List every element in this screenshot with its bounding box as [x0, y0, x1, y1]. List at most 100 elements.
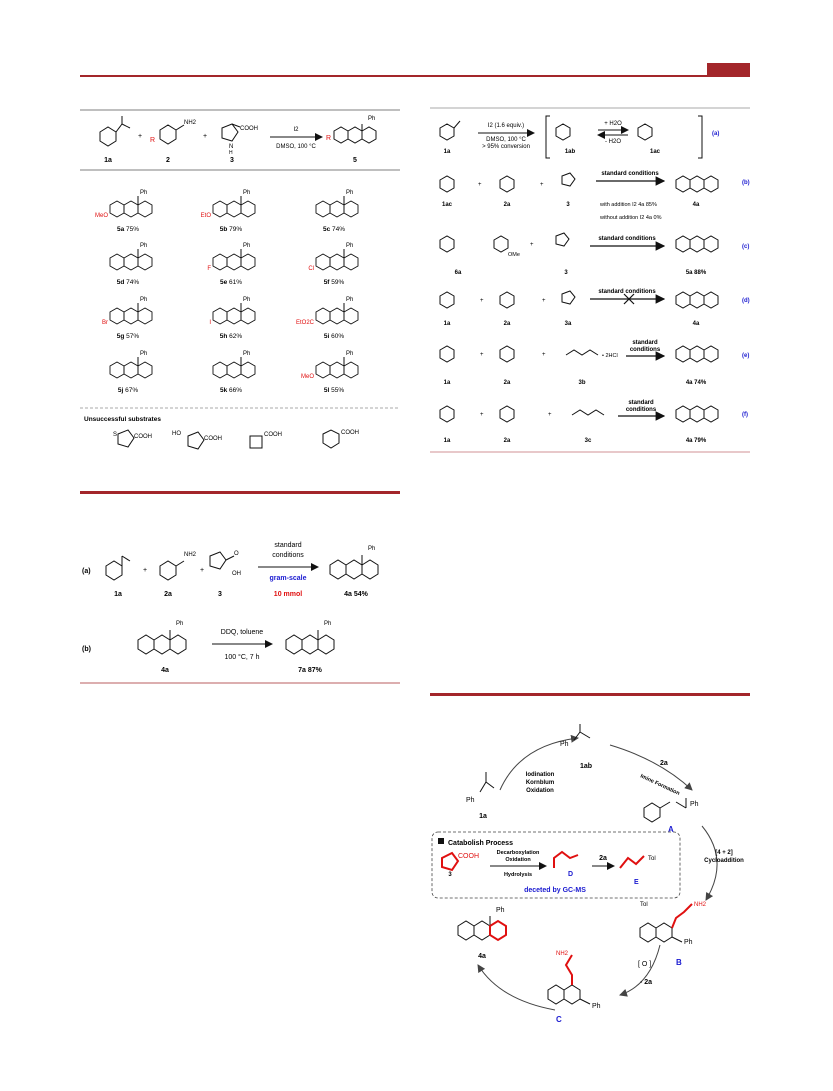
- plus: +: [138, 133, 142, 140]
- label-3: 3: [230, 157, 234, 164]
- svg-text:Ph: Ph: [560, 741, 569, 748]
- ring: [226, 253, 242, 271]
- substituent: MeO: [95, 213, 108, 219]
- svg-text:(a): (a): [712, 131, 719, 137]
- svg-text:without addition I2 4a 0%: without addition I2 4a 0%: [599, 215, 662, 221]
- svg-text:Iodination: Iodination: [526, 772, 555, 778]
- reagent-i2: I2: [293, 127, 299, 133]
- ring: [109, 200, 125, 218]
- svg-text:• 2HCl: • 2HCl: [602, 353, 618, 359]
- svg-text:Oxidation: Oxidation: [526, 788, 554, 794]
- svg-text:1ac: 1ac: [650, 149, 661, 155]
- svg-text:4a: 4a: [693, 202, 700, 208]
- svg-text:2a: 2a: [504, 202, 511, 208]
- r-group: R: [150, 137, 155, 144]
- svg-text:COOH: COOH: [458, 853, 479, 860]
- cooh-label: COOH: [240, 126, 258, 132]
- ring: [212, 253, 228, 271]
- svg-text:Tol: Tol: [640, 902, 648, 908]
- ring: [109, 361, 125, 379]
- svg-text:+: +: [200, 567, 204, 574]
- nh-label: N: [229, 144, 233, 150]
- svg-text:Ph: Ph: [690, 801, 699, 808]
- svg-text:HO: HO: [172, 431, 181, 437]
- svg-text:OMe: OMe: [508, 252, 520, 258]
- svg-text:3c: 3c: [585, 438, 592, 444]
- ring: [240, 307, 256, 325]
- svg-text:1ab: 1ab: [580, 763, 592, 770]
- svg-text:standard: standard: [632, 340, 658, 346]
- product-5f: Ph Cl 5f 59%: [308, 243, 359, 286]
- svg-text:+: +: [480, 412, 484, 418]
- svg-text:Ph: Ph: [176, 621, 183, 627]
- svg-text:conditions: conditions: [272, 552, 304, 559]
- compound-3: [221, 123, 241, 142]
- svg-text:Ph: Ph: [592, 1003, 601, 1010]
- scope-scheme: 1a + R NH2 2 + COOH N H 3 I2 DMSO, 100 °…: [80, 109, 400, 171]
- svg-text:3a: 3a: [565, 321, 572, 327]
- svg-text:+: +: [540, 182, 544, 188]
- svg-text:1ab: 1ab: [565, 149, 576, 155]
- ring: [212, 307, 228, 325]
- ring: [343, 361, 359, 379]
- svg-text:+: +: [478, 182, 482, 188]
- svg-text:Catabolish Process: Catabolish Process: [448, 840, 513, 847]
- svg-text:3b: 3b: [578, 380, 585, 386]
- ring: [226, 307, 242, 325]
- svg-text:Oxidation: Oxidation: [505, 857, 531, 863]
- svg-text:+: +: [480, 298, 484, 304]
- svg-text:7a 87%: 7a 87%: [298, 667, 323, 674]
- catabolism-box: [431, 831, 681, 899]
- svg-text:deceted by GC-MS: deceted by GC-MS: [524, 887, 586, 894]
- svg-text:Ph: Ph: [684, 939, 693, 946]
- product-5g: Ph Br 5g 57%: [102, 297, 153, 340]
- plus: +: [203, 133, 207, 140]
- svg-text:(f): (f): [742, 412, 748, 418]
- nh2-label: NH2: [184, 120, 197, 126]
- ph-label: Ph: [346, 351, 353, 357]
- svg-text:NH2: NH2: [556, 951, 569, 957]
- svg-text:6a: 6a: [455, 270, 462, 276]
- svg-text:+: +: [530, 242, 534, 248]
- svg-text:2a: 2a: [599, 855, 607, 862]
- gram-scale-scheme: (a) + + NH2 O OH 1a 2a 3 standard condit…: [80, 542, 400, 684]
- svg-text:2a: 2a: [504, 321, 511, 327]
- ring: [212, 361, 228, 379]
- svg-text:Hydrolysis: Hydrolysis: [504, 872, 532, 878]
- svg-text:(e): (e): [742, 353, 749, 359]
- product-label: 5d 74%: [117, 279, 140, 286]
- svg-text:Ph: Ph: [324, 621, 331, 627]
- substituent: EtO: [201, 213, 212, 219]
- ring: [343, 253, 359, 271]
- gram-scale-label: gram-scale: [270, 575, 307, 582]
- ph-label: Ph: [243, 190, 250, 196]
- svg-text:Cycloaddition: Cycloaddition: [704, 858, 744, 864]
- svg-text:DDQ, toluene: DDQ, toluene: [221, 629, 264, 636]
- svg-text:(c): (c): [742, 244, 749, 250]
- product-label: 5e 61%: [220, 279, 242, 286]
- product-5b: Ph EtO 5b 79%: [201, 190, 256, 233]
- unsuccessful-section: Unsuccessful substrates S COOH HO COOH C…: [80, 407, 400, 450]
- conditions: DMSO, 100 °C: [276, 144, 316, 150]
- product-5c: Ph 5c 74%: [315, 190, 359, 233]
- svg-text:+: +: [548, 412, 552, 418]
- product-label: 5g 57%: [117, 333, 140, 340]
- ph-label: Ph: [346, 190, 353, 196]
- svg-text:4a: 4a: [693, 321, 700, 327]
- product-label: 5j 67%: [118, 387, 138, 394]
- ring: [315, 307, 331, 325]
- ring: [343, 307, 359, 325]
- svg-text:5a 88%: 5a 88%: [686, 270, 707, 276]
- product-5e: Ph F 5e 61%: [207, 243, 256, 286]
- svg-text:- H2O: - H2O: [605, 139, 621, 145]
- product-label: 5c 74%: [323, 226, 345, 233]
- svg-text:standard conditions: standard conditions: [598, 289, 656, 295]
- ph-label: Ph: [243, 351, 250, 357]
- svg-text:1a: 1a: [444, 149, 451, 155]
- svg-text:4a: 4a: [478, 953, 486, 960]
- ring: [226, 200, 242, 218]
- ph-label: Ph: [140, 351, 147, 357]
- svg-text:+ H2O: + H2O: [604, 121, 622, 127]
- ring: [315, 200, 331, 218]
- product-label: 5l 55%: [324, 387, 344, 394]
